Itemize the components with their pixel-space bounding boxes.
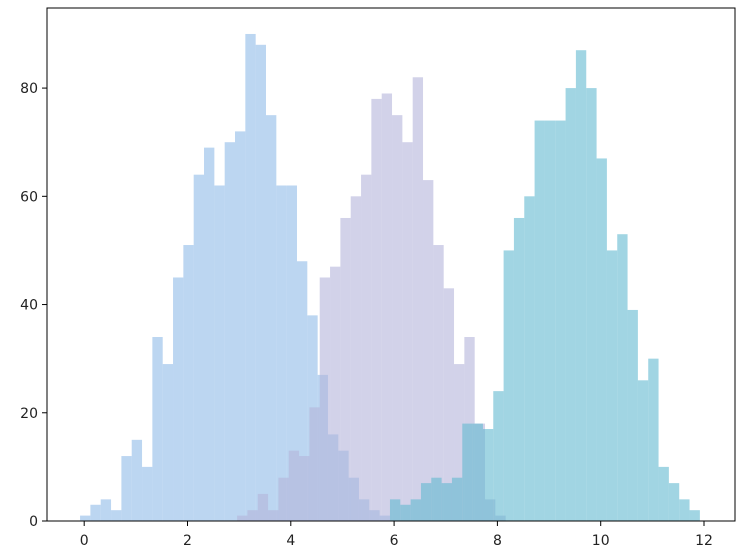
histogram-bar	[235, 131, 246, 521]
histogram-bar	[173, 277, 184, 521]
histogram-bar	[121, 456, 132, 521]
histogram-bar	[371, 98, 382, 522]
histogram-bar	[462, 423, 473, 521]
histogram-bar	[224, 142, 236, 522]
histogram-bar	[412, 77, 424, 522]
histogram-bar	[420, 483, 432, 521]
histogram-bar	[268, 510, 279, 521]
x-tick-label: 6	[390, 533, 399, 549]
histogram-bar	[90, 504, 101, 521]
histogram-bar	[288, 450, 300, 521]
histogram-bar	[565, 88, 576, 521]
histogram-bar	[410, 499, 421, 521]
histogram-bar	[400, 504, 411, 521]
histogram-bar	[361, 174, 372, 521]
histogram-bar	[575, 50, 587, 521]
histogram-bar	[266, 115, 277, 521]
x-tick-label: 4	[286, 533, 295, 549]
y-tick-label: 80	[20, 81, 38, 97]
histogram-bar	[472, 423, 483, 521]
histogram-bar	[247, 510, 258, 521]
histogram-bar	[596, 158, 607, 521]
histogram-bar	[658, 466, 669, 521]
y-tick-label: 60	[20, 189, 38, 205]
y-tick-label: 20	[20, 406, 38, 422]
histogram-bar	[142, 466, 153, 521]
histogram-bar	[637, 380, 649, 521]
histogram-bar	[513, 217, 525, 521]
y-tick-label: 0	[29, 514, 38, 530]
histogram-bar	[534, 120, 545, 522]
histogram-bar	[296, 261, 308, 521]
x-tick-label: 8	[493, 533, 502, 549]
histogram-bar	[381, 93, 393, 521]
histogram-bar	[392, 115, 403, 521]
histogram-bar	[402, 142, 413, 522]
histogram-bar	[340, 217, 351, 521]
x-tick-label: 12	[695, 533, 713, 549]
histogram-bar	[276, 185, 287, 522]
histogram-bar	[617, 234, 628, 521]
histogram-bar	[668, 483, 680, 521]
histogram-bar	[214, 185, 225, 522]
x-tick-label: 0	[80, 533, 89, 549]
histogram-bar	[255, 44, 267, 521]
histogram-bar	[627, 309, 638, 521]
histogram-bar	[204, 147, 215, 521]
histogram-bar	[299, 456, 310, 521]
histogram-bar	[309, 407, 320, 521]
y-tick-label: 40	[20, 298, 38, 314]
histogram-bar	[606, 250, 618, 522]
histogram-bar	[237, 515, 248, 521]
histogram-bar	[286, 185, 297, 522]
histogram-bar	[152, 337, 163, 521]
histogram-bar	[454, 364, 465, 521]
histogram-bar	[544, 120, 556, 522]
plot-frame	[46, 7, 736, 522]
histogram-bar	[689, 510, 700, 521]
histogram-bar	[482, 429, 494, 521]
histogram-bar	[441, 483, 452, 521]
histogram-bar	[648, 358, 659, 521]
histogram-bar	[80, 515, 91, 521]
histogram-bar	[193, 174, 205, 521]
histogram-bar	[278, 477, 289, 521]
x-tick-label: 10	[592, 533, 610, 549]
histogram-bar	[493, 391, 504, 521]
histogram-bar	[389, 499, 401, 521]
histogram-bar	[503, 250, 514, 522]
histogram-bar	[131, 439, 143, 521]
histogram-bar	[330, 266, 341, 521]
histogram-bar	[100, 499, 112, 521]
histogram-bar	[431, 477, 442, 521]
histogram-bar	[679, 499, 690, 521]
histogram-bar	[245, 33, 256, 522]
histogram-bar	[433, 245, 444, 521]
histogram-bar	[524, 196, 535, 521]
histogram-bar	[183, 245, 194, 521]
histogram-bar	[257, 493, 269, 521]
histogram-bar	[162, 364, 174, 521]
histogram-bar	[451, 477, 463, 521]
x-tick-label: 2	[183, 533, 192, 549]
histogram-bar	[443, 288, 455, 521]
histogram-bar	[586, 88, 597, 521]
histogram-bar	[319, 277, 331, 521]
histogram-bar	[350, 196, 362, 521]
histogram-bar	[555, 120, 566, 522]
histogram-bar	[111, 510, 122, 521]
histogram-bar	[423, 180, 434, 521]
